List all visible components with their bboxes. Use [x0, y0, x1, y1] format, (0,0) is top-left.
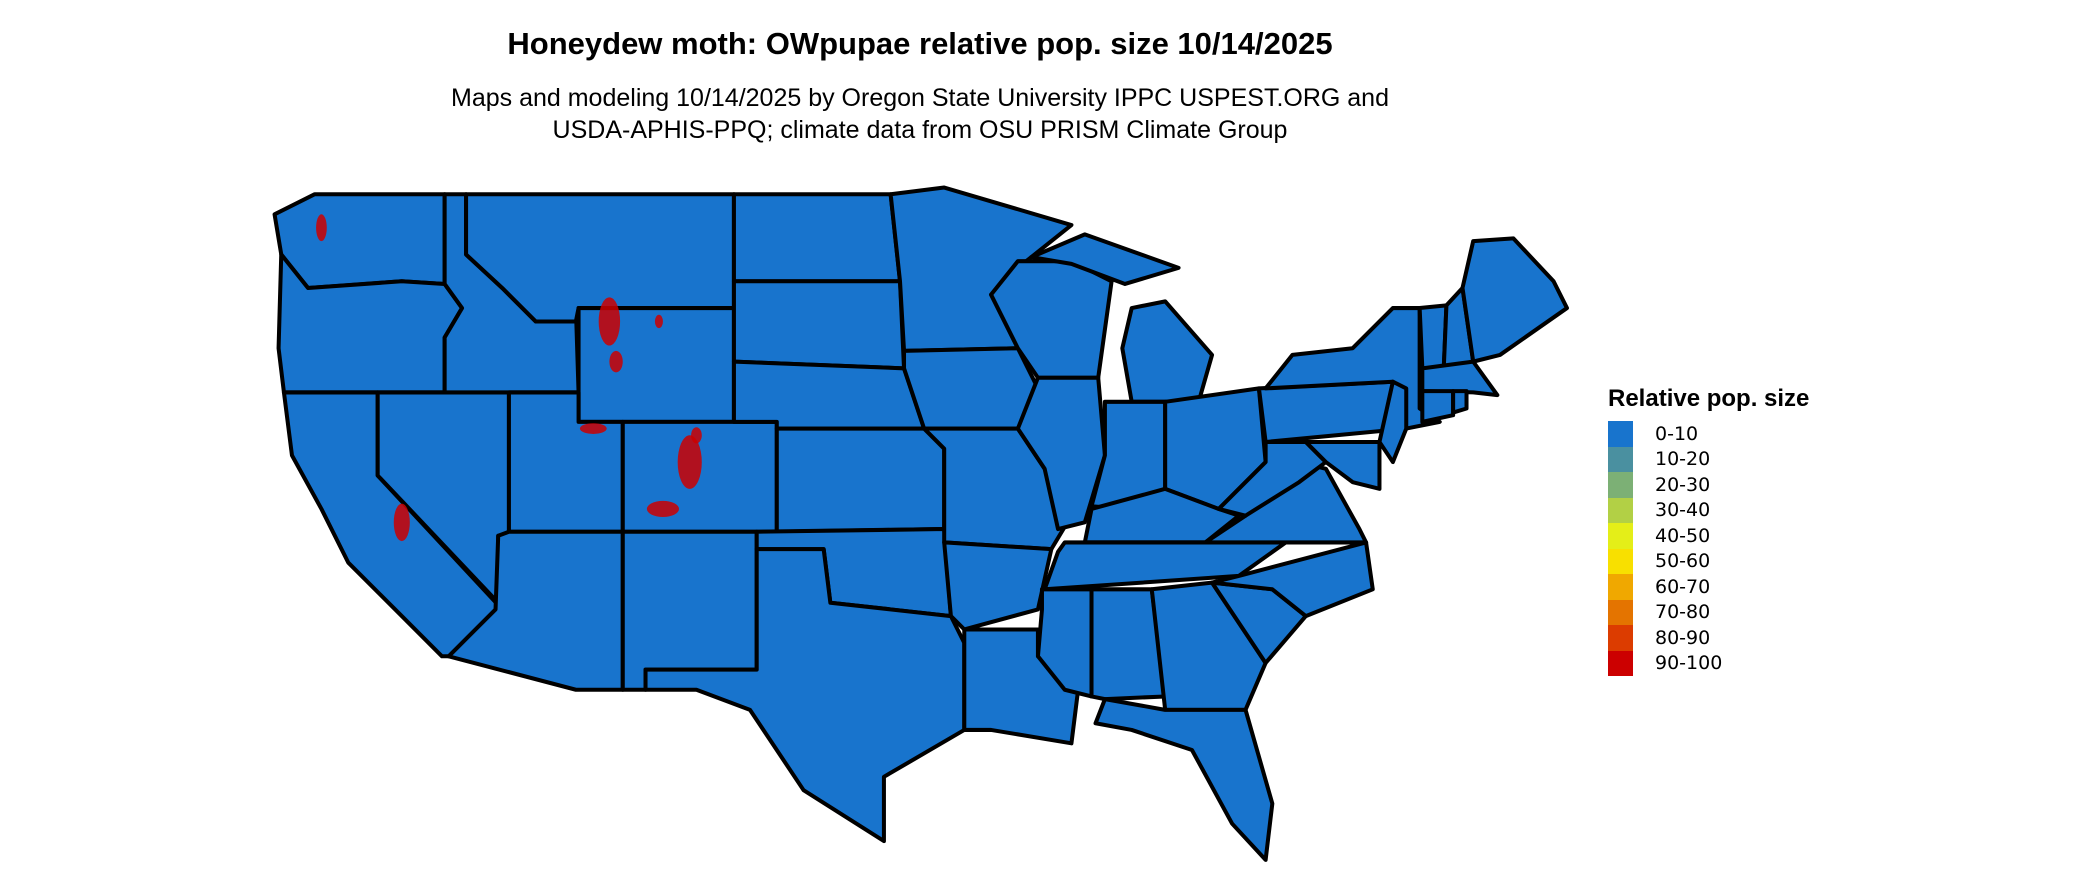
state-ma: [1420, 359, 1500, 398]
legend-item: 50-60: [1608, 548, 1809, 574]
legend-label: 30-40: [1655, 499, 1711, 522]
hotspot: [609, 350, 623, 373]
state-mil: [1120, 299, 1215, 404]
state-nj: [1377, 379, 1409, 465]
state-ia: [902, 346, 1040, 431]
state-al: [1089, 587, 1168, 702]
legend-label: 70-80: [1655, 601, 1711, 624]
state-me: [1460, 236, 1569, 364]
legend-label: 20-30: [1655, 473, 1711, 496]
legend-swatch: [1608, 599, 1633, 625]
hotspot: [677, 435, 702, 489]
hotspot: [646, 500, 680, 517]
legend-label: 50-60: [1655, 550, 1711, 573]
legend-swatch: [1608, 548, 1633, 574]
legend-swatch: [1608, 446, 1633, 472]
legend-label: 90-100: [1655, 652, 1723, 675]
legend-swatch: [1608, 650, 1633, 676]
state-ar: [942, 540, 1054, 632]
legend-label: 0-10: [1655, 422, 1699, 445]
legend-swatch: [1608, 497, 1633, 523]
legend-item: 20-30: [1608, 472, 1809, 498]
state-wa: [272, 192, 447, 290]
hotspot: [598, 297, 621, 346]
hotspot: [393, 503, 410, 542]
legend-item: 0-10: [1608, 421, 1809, 447]
state-wi: [989, 259, 1114, 380]
map-title: Honeydew moth: OWpupae relative pop. siz…: [507, 26, 1333, 61]
legend-item: 60-70: [1608, 574, 1809, 600]
state-ne: [731, 359, 927, 431]
legend-item: 80-90: [1608, 625, 1809, 651]
state-ct: [1420, 389, 1456, 424]
state-tx: [643, 547, 967, 844]
legend-item: 30-40: [1608, 497, 1809, 523]
legend: Relative pop. size 0-10 10-20 20-30 30-40 40…: [1608, 385, 1809, 676]
legend-label: 80-90: [1655, 626, 1711, 649]
state-nm: [620, 529, 759, 692]
state-ga: [1149, 580, 1268, 712]
hotspot: [691, 427, 702, 444]
legend-item: 40-50: [1608, 523, 1809, 549]
legend-label: 40-50: [1655, 524, 1711, 547]
legend-swatch: [1608, 421, 1633, 447]
legend-swatch: [1608, 574, 1633, 600]
state-ri: [1451, 389, 1469, 415]
legend-swatch: [1608, 472, 1633, 498]
legend-swatch: [1608, 625, 1633, 651]
state-ks: [774, 426, 947, 534]
legend-swatch: [1608, 523, 1633, 549]
hotspot: [579, 423, 607, 434]
legend-item: 90-100: [1608, 650, 1809, 676]
legend-item: 10-20: [1608, 446, 1809, 472]
hotspot: [654, 314, 663, 329]
state-miu: [1029, 232, 1181, 286]
legend-label: 60-70: [1655, 575, 1711, 598]
state-md: [1303, 439, 1382, 491]
hotspot: [316, 214, 327, 242]
legend-title: Relative pop. size: [1608, 385, 1810, 412]
state-nd: [731, 192, 903, 284]
map-subtitle-line-2: USDA-APHIS-PPQ; climate data from OSU PR…: [552, 116, 1288, 144]
state-sd: [731, 279, 907, 371]
state-il: [1015, 375, 1107, 532]
legend-item: 70-80: [1608, 599, 1809, 625]
state-fl: [1093, 697, 1275, 862]
legend-label: 10-20: [1655, 448, 1711, 471]
map-subtitle-line-1: Maps and modeling 10/14/2025 by Oregon S…: [451, 84, 1389, 112]
